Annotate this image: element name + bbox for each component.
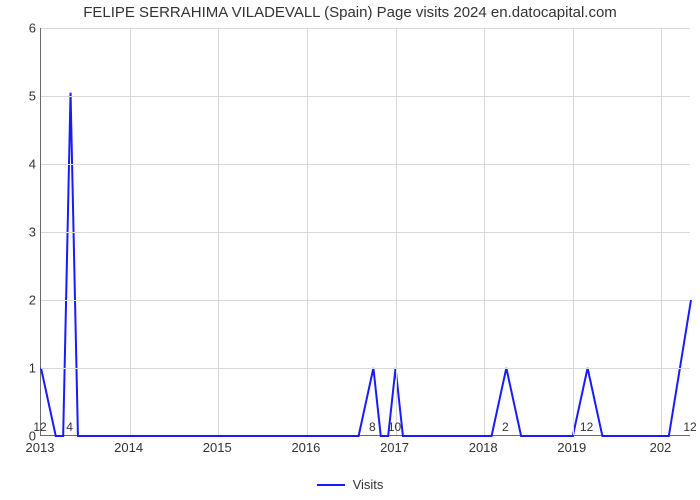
gridline-horizontal <box>41 28 690 29</box>
gridline-vertical <box>573 28 574 435</box>
gridline-vertical <box>130 28 131 435</box>
y-tick-label: 6 <box>6 21 36 36</box>
gridline-horizontal <box>41 164 690 165</box>
plot-area <box>40 28 690 436</box>
x-tick-label: 2014 <box>114 440 143 455</box>
x-tick-label: 202 <box>650 440 672 455</box>
x-tick-label: 2019 <box>557 440 586 455</box>
x-tick-label: 2013 <box>26 440 55 455</box>
legend-swatch <box>317 484 345 486</box>
y-tick-label: 4 <box>6 157 36 172</box>
gridline-vertical <box>307 28 308 435</box>
gridline-vertical <box>484 28 485 435</box>
legend: Visits <box>0 476 700 492</box>
value-label: 8 <box>369 420 376 434</box>
gridline-horizontal <box>41 96 690 97</box>
y-tick-label: 5 <box>6 89 36 104</box>
x-tick-label: 2015 <box>203 440 232 455</box>
x-tick-label: 2018 <box>469 440 498 455</box>
gridline-horizontal <box>41 368 690 369</box>
chart-title: FELIPE SERRAHIMA VILADEVALL (Spain) Page… <box>0 4 700 21</box>
visits-line <box>41 93 691 436</box>
y-tick-label: 1 <box>6 361 36 376</box>
x-tick-label: 2016 <box>291 440 320 455</box>
value-label: 12 <box>683 420 696 434</box>
value-label: 4 <box>66 420 73 434</box>
value-label: 10 <box>388 420 401 434</box>
legend-label: Visits <box>353 477 384 492</box>
y-tick-label: 3 <box>6 225 36 240</box>
gridline-vertical <box>396 28 397 435</box>
y-tick-label: 2 <box>6 293 36 308</box>
gridline-horizontal <box>41 300 690 301</box>
chart-container: FELIPE SERRAHIMA VILADEVALL (Spain) Page… <box>0 0 700 500</box>
gridline-vertical <box>661 28 662 435</box>
value-label: 12 <box>33 420 46 434</box>
value-label: 2 <box>502 420 509 434</box>
value-label: 12 <box>580 420 593 434</box>
gridline-horizontal <box>41 232 690 233</box>
x-tick-label: 2017 <box>380 440 409 455</box>
gridline-vertical <box>218 28 219 435</box>
